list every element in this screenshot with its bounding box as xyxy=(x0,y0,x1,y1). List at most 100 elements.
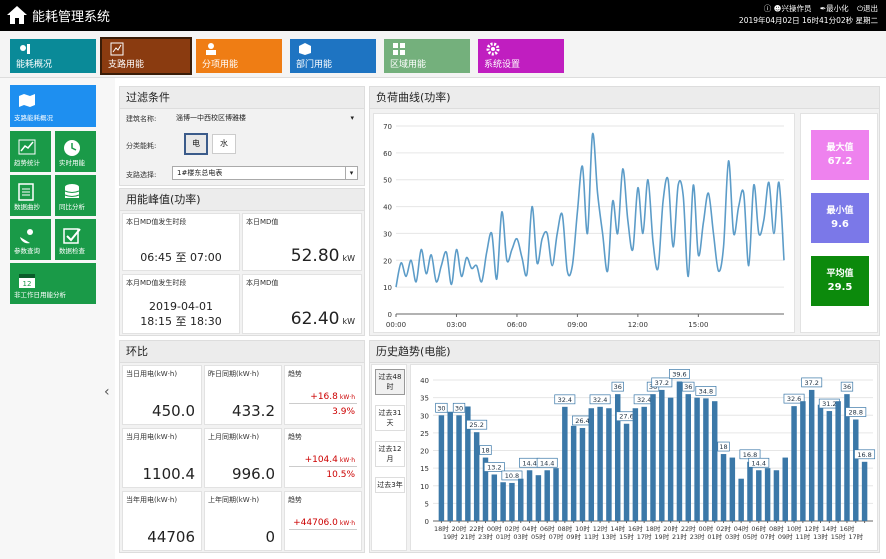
x-tick-label: 23时 xyxy=(690,532,705,541)
sidebar-item-branch-overview[interactable]: 支路能耗概况 xyxy=(10,85,96,127)
module-settings[interactable]: 系统设置 xyxy=(478,39,564,73)
energy-option-water[interactable]: 水 xyxy=(212,134,236,154)
x-tick-label: 04时 xyxy=(522,524,537,533)
month-time-from: 18:15 xyxy=(140,315,172,328)
trend-box: 趋势 +44706.0 kW·h xyxy=(284,491,362,551)
module-branch[interactable]: 支路用能 xyxy=(100,37,192,75)
history-bar xyxy=(615,394,621,521)
map-icon xyxy=(19,94,35,107)
load-series-line xyxy=(395,132,785,288)
data-label: 18 xyxy=(719,443,727,451)
avg-value: 29.5 xyxy=(827,282,853,293)
month-md-time-box: 本月MD值发生时段 2019-04-01 18:15 至 18:30 xyxy=(122,274,240,334)
user-link[interactable]: ⓘ ☻兴操作员 xyxy=(763,4,812,13)
data-label: 14.4 xyxy=(752,459,766,467)
day-time-to: 07:00 xyxy=(190,251,222,264)
min-value-tile: 最小值 9.6 xyxy=(811,193,869,243)
history-bar xyxy=(676,381,683,521)
x-tick-label: 22时 xyxy=(681,524,696,533)
y-tick-label: 70 xyxy=(383,123,392,131)
sidebar-label: 实时用能 xyxy=(59,159,85,167)
previous-usage-value: 996.0 xyxy=(232,465,275,483)
module-overview[interactable]: 能耗概况 xyxy=(10,39,96,73)
history-bar xyxy=(509,482,515,521)
data-label: 39.6 xyxy=(672,370,686,378)
module-department[interactable]: 部门用能 xyxy=(290,39,376,73)
data-label-box xyxy=(748,457,770,468)
x-tick-label: 21时 xyxy=(460,532,475,541)
current-usage-box: 当月用电(kW·h) 1100.4 xyxy=(122,428,202,488)
sidebar-item-nonworkday[interactable]: 12 非工作日用能分析 xyxy=(10,263,96,304)
history-bar xyxy=(465,406,471,521)
x-tick-label: 16时 xyxy=(840,524,855,533)
y-tick-label: 15 xyxy=(420,465,429,473)
history-bar xyxy=(623,423,630,521)
day-md-time-label: 本日MD值发生时段 xyxy=(126,218,187,226)
x-tick-label: 04时 xyxy=(734,524,749,533)
previous-usage-box: 昨日同期(kW·h) 433.2 xyxy=(204,365,282,425)
history-bar xyxy=(526,470,533,521)
data-label-box xyxy=(695,386,717,396)
module-region[interactable]: 区域用能 xyxy=(384,39,470,73)
delta-unit: kW·h xyxy=(339,520,355,527)
data-label-box xyxy=(536,457,558,468)
trend-delta: +16.8 kW·h xyxy=(310,392,355,402)
module-label: 系统设置 xyxy=(484,60,521,70)
trend-percent: 10.5% xyxy=(326,470,355,480)
trend-box: 趋势 +104.4 kW·h 10.5% xyxy=(284,428,362,488)
sidebar-item-check[interactable]: 数据检查 xyxy=(55,219,96,260)
building-select[interactable]: 淄博一中西校区博雅楼 ▾ xyxy=(172,111,358,125)
minimize-link[interactable]: ✒最小化 xyxy=(819,4,849,13)
history-bar xyxy=(703,398,709,521)
energy-option-electric[interactable]: 电 xyxy=(184,133,208,155)
range-12m-tab[interactable]: 过去12月 xyxy=(375,441,405,467)
branch-label: 支路选择: xyxy=(126,171,157,179)
range-31d-tab[interactable]: 过去31天 xyxy=(375,405,405,431)
range-3y-tab[interactable]: 过去3年 xyxy=(375,477,405,493)
y-tick-label: 20 xyxy=(420,448,429,456)
history-bar xyxy=(606,408,612,521)
data-label: 16.8 xyxy=(857,451,871,459)
module-item[interactable]: 分项用能 xyxy=(196,39,282,73)
history-panel: 历史趋势(电能) 过去48时 过去31天 过去12月 过去3年 0 5 10 15 20… xyxy=(369,340,880,553)
trend-label: 趋势 xyxy=(288,370,302,378)
calendar-icon: 12 xyxy=(19,274,35,288)
day-md-number: 52.80 xyxy=(290,246,340,266)
sidebar-item-params[interactable]: 参数查询 xyxy=(10,219,51,260)
history-bar xyxy=(518,478,524,521)
sidebar-item-data[interactable]: 数据曲抄 xyxy=(10,175,51,216)
x-tick-label: 10时 xyxy=(575,524,590,533)
min-label: 最小值 xyxy=(826,206,854,216)
history-bar xyxy=(570,425,577,521)
data-label-box xyxy=(589,394,611,405)
branch-select[interactable]: 1#楼东总电表 ▾ xyxy=(172,166,358,180)
x-tick-label: 12时 xyxy=(593,524,608,533)
delta-value: +44706.0 xyxy=(293,518,338,528)
collapse-sidebar-icon[interactable]: ‹ xyxy=(104,384,110,400)
trend-divider xyxy=(289,466,357,467)
previous-usage-label: 昨日同期(kW·h) xyxy=(208,370,260,378)
data-label-box xyxy=(452,402,466,413)
month-md-value: 62.40 kW xyxy=(291,309,355,329)
sidebar-item-yoy[interactable]: 同比分析 xyxy=(55,175,96,216)
logout-link[interactable]: ⏻退出 xyxy=(857,4,878,13)
ratio-title: 环比 xyxy=(120,341,364,363)
previous-usage-value: 433.2 xyxy=(232,402,275,420)
x-tick-label: 17时 xyxy=(848,532,863,541)
y-tick-label: 10 xyxy=(383,284,392,292)
history-bar xyxy=(694,397,700,521)
module-label: 部门用能 xyxy=(296,60,333,70)
load-curve-chart: 0 10 20 30 40 50 60 70 00:00 03:00 06:00 09:00 12:00… xyxy=(373,113,795,333)
delta-value: +104.4 xyxy=(304,455,338,465)
history-bar xyxy=(729,457,736,521)
sidebar-item-trend[interactable]: 趋势统计 xyxy=(10,131,51,172)
history-bar xyxy=(685,394,691,521)
sidebar-item-realtime[interactable]: 实时用能 xyxy=(55,131,96,172)
range-48h-tab[interactable]: 过去48时 xyxy=(375,369,405,395)
x-tick-label: 11时 xyxy=(584,532,599,541)
delta-unit: kW·h xyxy=(339,394,355,401)
x-tick-label: 17时 xyxy=(637,532,652,541)
y-tick-label: 30 xyxy=(420,412,429,420)
y-tick-label: 40 xyxy=(383,204,392,212)
home-icon[interactable] xyxy=(6,5,28,25)
